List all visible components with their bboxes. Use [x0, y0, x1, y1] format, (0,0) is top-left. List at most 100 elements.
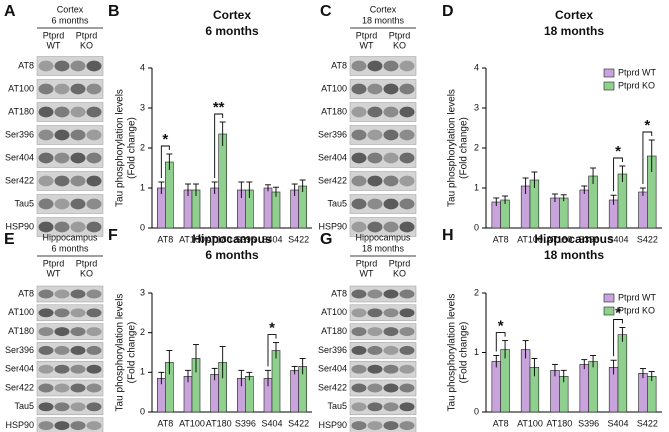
row-label: AT100	[8, 83, 34, 93]
x-tick-label: S404	[261, 418, 282, 428]
column-label: KO	[393, 268, 406, 278]
blot-strip	[349, 323, 417, 340]
significance-label: **	[213, 99, 225, 116]
blot-band	[86, 152, 102, 164]
x-tick-label: S396	[578, 418, 599, 428]
blot-band	[351, 308, 367, 318]
blot-band	[70, 383, 86, 393]
blot-band	[351, 198, 367, 210]
blot-band	[54, 289, 70, 299]
blot-band	[399, 402, 415, 412]
blot-band	[367, 198, 383, 210]
significance-bracket	[267, 334, 277, 367]
blot-band	[351, 83, 367, 95]
chart-title: Cortex	[555, 8, 593, 22]
blot-band	[399, 345, 415, 355]
y-tick-label: 1	[474, 182, 479, 192]
row-label: Ser422	[5, 382, 34, 392]
y-tick-label: 4	[140, 62, 145, 72]
x-tick-label: S396	[578, 234, 599, 244]
bar	[245, 375, 254, 413]
blot-strip	[349, 171, 417, 191]
blot-strip	[349, 285, 417, 303]
blot-band	[86, 60, 102, 72]
y-axis-label: (Fold change)	[127, 322, 138, 384]
blot-band	[54, 106, 70, 118]
significance-bracket	[613, 319, 623, 357]
significance-bracket	[642, 131, 653, 184]
row-label: AT8	[331, 60, 347, 70]
blot-strip	[349, 304, 417, 322]
blot-band	[367, 221, 383, 233]
bar	[638, 191, 648, 229]
blot-band	[399, 289, 415, 299]
blot-band	[38, 106, 54, 118]
significance-bracket	[214, 113, 224, 178]
blot-strip	[349, 360, 417, 378]
row-label: Ser404	[318, 152, 347, 162]
blot-band	[70, 152, 86, 164]
blot-band	[70, 364, 86, 374]
blot-band	[399, 129, 415, 141]
blot-band	[399, 421, 415, 431]
blot-strip	[36, 171, 104, 191]
blot-band	[399, 83, 415, 95]
bar	[263, 187, 273, 229]
blot-header: 6 months	[51, 15, 89, 25]
blot-band	[70, 327, 86, 337]
column-label: KO	[393, 40, 406, 50]
x-tick-label: AT180	[206, 418, 232, 428]
x-tick-label: AT8	[157, 234, 173, 244]
blot-band	[399, 175, 415, 187]
blot-band	[383, 152, 399, 164]
blot-band	[367, 289, 383, 299]
blot-band	[54, 60, 70, 72]
blot-band	[367, 60, 383, 72]
blot-band	[70, 83, 86, 95]
y-tick-label: 0	[140, 406, 145, 416]
blot-band	[399, 198, 415, 210]
blot-band	[70, 308, 86, 318]
y-axis-label: Tau phosphorylation levels	[115, 89, 126, 207]
row-label: AT180	[8, 106, 34, 116]
chart-title: 6 months	[205, 24, 259, 38]
x-tick-label: AT100	[179, 234, 205, 244]
blot-band	[38, 175, 54, 187]
significance-bracket	[160, 145, 170, 178]
bar	[550, 197, 560, 229]
blot-band	[70, 402, 86, 412]
blot-band	[399, 308, 415, 318]
blot-band	[383, 106, 399, 118]
blot-band	[383, 221, 399, 233]
blot-band	[38, 83, 54, 95]
column-label: KO	[80, 268, 93, 278]
blot-strip	[349, 398, 417, 416]
blot-band	[399, 383, 415, 393]
blot-band	[70, 198, 86, 210]
row-label: Ser404	[5, 152, 34, 162]
y-tick-label: 0	[474, 406, 479, 416]
row-label: Ser404	[318, 364, 347, 374]
blot-strip	[36, 125, 104, 145]
blot-band	[70, 345, 86, 355]
x-tick-label: AT8	[493, 418, 509, 428]
blot-band	[38, 152, 54, 164]
blot-band	[383, 83, 399, 95]
blot-band	[383, 383, 399, 393]
row-label: Ser396	[318, 129, 347, 139]
panel-letter: G	[320, 231, 332, 248]
x-tick-label: S404	[261, 234, 282, 244]
row-label: Ser396	[318, 345, 347, 355]
row-label: Tau5	[14, 401, 34, 411]
y-tick-label: 0	[474, 222, 479, 232]
blot-band	[86, 364, 102, 374]
bar	[165, 161, 174, 229]
blot-band	[399, 152, 415, 164]
blot-band	[54, 364, 70, 374]
y-tick-label: 1	[140, 367, 145, 377]
blot-band	[86, 198, 102, 210]
y-axis-label: (Fold change)	[127, 117, 138, 179]
blot-band	[38, 60, 54, 72]
bar	[218, 133, 227, 229]
blot-band	[86, 383, 102, 393]
